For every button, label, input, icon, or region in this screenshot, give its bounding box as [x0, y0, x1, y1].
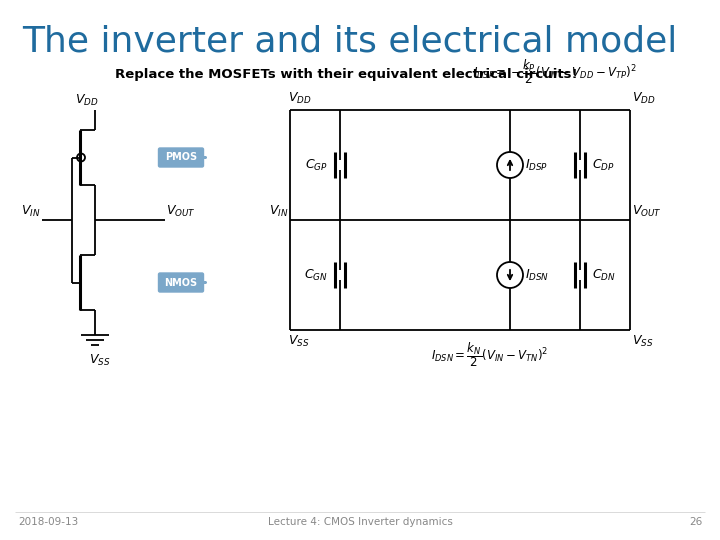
Text: $I_{DSP} = -\dfrac{k_P}{2}(V_{IN} - V_{DD} - V_{TP})^2$: $I_{DSP} = -\dfrac{k_P}{2}(V_{IN} - V_{D… — [473, 58, 637, 86]
Text: Replace the MOSFETs with their equivalent electrical circuits!: Replace the MOSFETs with their equivalen… — [115, 68, 577, 81]
Text: The inverter and its electrical model: The inverter and its electrical model — [22, 25, 678, 59]
Text: $V_{OUT}$: $V_{OUT}$ — [632, 204, 662, 219]
Text: $V_{SS}$: $V_{SS}$ — [288, 334, 310, 349]
Text: $C_{GP}$: $C_{GP}$ — [305, 158, 328, 173]
FancyBboxPatch shape — [158, 273, 204, 292]
Text: 2018-09-13: 2018-09-13 — [18, 517, 78, 527]
Text: NMOS: NMOS — [164, 278, 197, 287]
Text: $V_{OUT}$: $V_{OUT}$ — [166, 204, 196, 219]
Text: $V_{DD}$: $V_{DD}$ — [75, 93, 99, 108]
Text: $V_{IN}$: $V_{IN}$ — [21, 204, 40, 219]
Text: Lecture 4: CMOS Inverter dynamics: Lecture 4: CMOS Inverter dynamics — [268, 517, 452, 527]
Text: 26: 26 — [689, 517, 702, 527]
FancyBboxPatch shape — [158, 148, 204, 167]
Text: $C_{DP}$: $C_{DP}$ — [592, 158, 615, 173]
Text: $C_{GN}$: $C_{GN}$ — [304, 267, 328, 282]
Text: PMOS: PMOS — [165, 152, 197, 163]
Text: $V_{SS}$: $V_{SS}$ — [632, 334, 653, 349]
Text: $V_{DD}$: $V_{DD}$ — [288, 91, 312, 106]
Text: $I_{DSP}$: $I_{DSP}$ — [525, 158, 548, 173]
Text: $I_{DSN} = \dfrac{k_N}{2}(V_{IN} - V_{TN})^2$: $I_{DSN} = \dfrac{k_N}{2}(V_{IN} - V_{TN… — [431, 341, 549, 369]
Text: $C_{DN}$: $C_{DN}$ — [592, 267, 616, 282]
Text: $I_{DSN}$: $I_{DSN}$ — [525, 267, 549, 282]
Text: $V_{DD}$: $V_{DD}$ — [632, 91, 656, 106]
Text: $V_{IN}$: $V_{IN}$ — [269, 204, 288, 219]
Text: $V_{SS}$: $V_{SS}$ — [89, 353, 110, 368]
